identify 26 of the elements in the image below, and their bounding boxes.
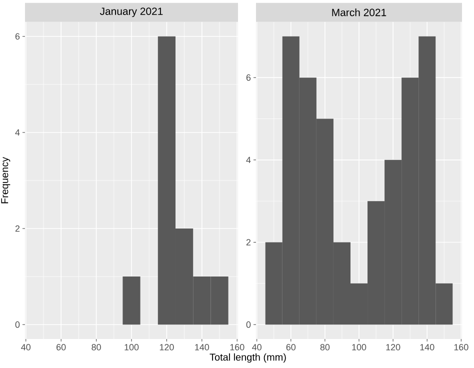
- chart-title: January 2021: [100, 8, 163, 18]
- y-tick-label: 4: [15, 129, 20, 136]
- x-tick-label: 160: [454, 344, 468, 350]
- x-tick-label: 80: [92, 344, 101, 350]
- x-tick-label: 160: [230, 344, 244, 350]
- y-tick-label: 6: [15, 33, 20, 40]
- x-tick-label: 40: [21, 344, 31, 350]
- x-tick-label: 60: [56, 344, 66, 350]
- x-tick-label: 120: [160, 344, 174, 350]
- y-tick-label: 6: [246, 74, 251, 81]
- y-tick-label: 4: [246, 156, 251, 163]
- x-axis-title: Total length (mm): [210, 353, 286, 363]
- x-tick-label: 40: [252, 344, 262, 350]
- y-tick-label: 2: [15, 225, 20, 232]
- x-tick-label: 60: [286, 344, 296, 350]
- y-tick-label: 0: [246, 321, 251, 328]
- x-tick-label: 100: [124, 344, 139, 350]
- x-tick-label: 140: [195, 344, 210, 350]
- y-tick-label: 0: [15, 321, 20, 328]
- x-tick-label: 140: [420, 344, 434, 350]
- x-tick-label: 120: [386, 344, 400, 350]
- y-axis-title: Frequency: [1, 156, 10, 204]
- x-tick-label: 100: [352, 344, 366, 350]
- y-tick-label: 2: [246, 239, 251, 246]
- chart-title: March 2021: [332, 8, 386, 16]
- x-tick-label: 80: [320, 344, 330, 350]
